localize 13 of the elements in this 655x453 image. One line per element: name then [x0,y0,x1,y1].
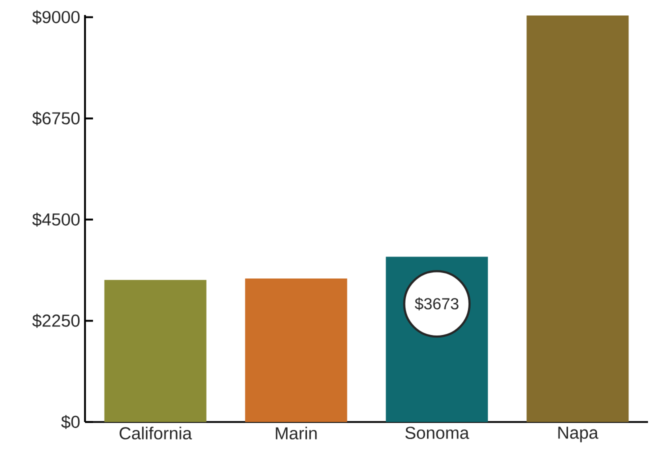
bar [526,15,629,422]
bar [245,278,348,422]
x-tick-label: Marin [276,426,317,440]
y-tick-label: $2250 [32,314,80,328]
x-tick-label: Sonoma [405,426,470,439]
y-tick-label: $9000 [32,10,80,24]
data-label: $3673 [414,297,458,310]
x-tick-label: California [120,426,192,440]
y-tick-label: $4500 [32,212,80,227]
x-tick-label: Napa [558,426,598,442]
bar [104,280,206,422]
y-tick-label: $6750 [32,111,80,126]
y-tick-label: $0 [61,414,80,430]
